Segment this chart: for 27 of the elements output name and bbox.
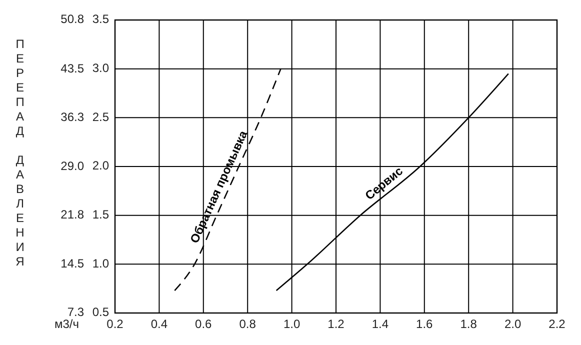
x-tick-label: 1.0 (283, 317, 300, 331)
x-tick-label: 0.2 (106, 317, 124, 331)
y-tick-label: 2.5 (92, 110, 110, 124)
x-tick-label: 0.6 (195, 317, 212, 331)
x-tick-label: 1.4 (372, 317, 389, 331)
y2-tick-label: 21.8 (60, 208, 84, 222)
y-tick-label: 1.5 (92, 208, 110, 222)
y2-tick-label: 36.3 (60, 110, 84, 124)
y2-tick-label: 7.3 (67, 305, 84, 320)
x-tick-label: 2.0 (504, 317, 522, 331)
text: ПЕРЕПАД ДАВЛЕНИЯ (16, 37, 24, 268)
y-tick-label: 2.0 (92, 158, 110, 173)
y2-tick-label: 43.5 (60, 61, 84, 76)
x-tick-label: 1.6 (416, 317, 434, 331)
y-tick-label: 3.5 (92, 12, 110, 26)
y-tick-label: 1.0 (92, 256, 110, 270)
y-tick-label: 3.0 (92, 61, 110, 76)
y2-tick-label: 50.8 (60, 12, 84, 26)
y-tick-label: 0.5 (92, 305, 110, 320)
x-axis-title: м3/ч (54, 317, 79, 331)
y2-tick-label: 14.5 (60, 256, 84, 271)
x-tick-label: 2.2 (548, 317, 566, 331)
x-tick-label: 1.8 (460, 317, 478, 331)
x-tick-label: 0.4 (150, 317, 168, 331)
y2-tick-label: 29.0 (60, 159, 84, 174)
x-tick-label: 0.8 (239, 317, 256, 331)
x-tick-label: 1.2 (328, 317, 345, 331)
